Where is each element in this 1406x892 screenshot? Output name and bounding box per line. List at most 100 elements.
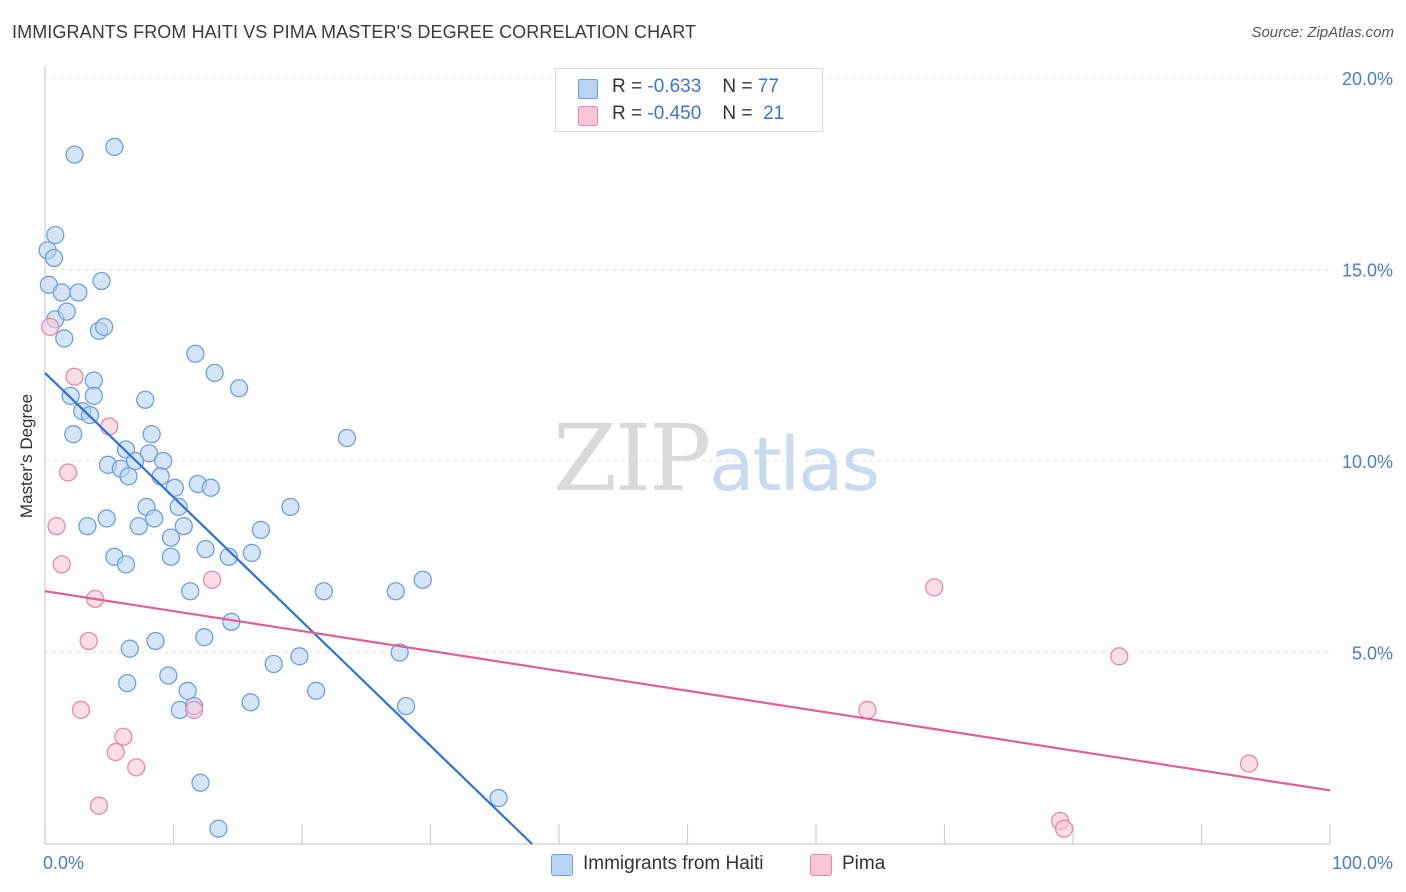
watermark: ZIPatlas (553, 405, 880, 512)
data-point-haiti (151, 467, 170, 486)
data-point-haiti (191, 773, 210, 792)
data-point-haiti (78, 516, 97, 536)
data-point-pima (184, 700, 204, 720)
data-point-haiti (229, 379, 249, 398)
trend-line-haiti (44, 372, 533, 845)
data-point-haiti (201, 478, 220, 497)
legend-label-pima: Pima (842, 853, 886, 874)
data-point-haiti (46, 225, 65, 245)
r-label: R = (612, 76, 643, 97)
data-point-pima (1239, 754, 1259, 773)
legend-swatch-haiti (551, 854, 573, 876)
data-point-haiti (251, 520, 271, 540)
data-point-haiti (209, 819, 228, 838)
data-point-haiti (169, 497, 188, 517)
gridlines (45, 77, 1330, 653)
series-pima (40, 317, 1259, 838)
data-point-haiti (116, 555, 136, 574)
legend-swatch-pima (578, 106, 598, 126)
data-point-haiti (84, 386, 103, 406)
data-point-pima (40, 317, 60, 337)
data-point-haiti (386, 582, 405, 601)
r-label: R = (612, 103, 643, 124)
data-point-haiti (186, 344, 205, 363)
y-tick-label: 20.0% (1342, 69, 1393, 89)
data-point-haiti (489, 788, 508, 808)
data-point-haiti (69, 283, 88, 302)
data-point-haiti (314, 582, 333, 601)
data-point-haiti (165, 478, 184, 497)
data-point-pima (79, 631, 98, 651)
data-point-haiti (290, 647, 309, 666)
data-point-pima (106, 742, 125, 762)
data-point-haiti (105, 137, 124, 157)
legend-swatch-haiti (578, 79, 598, 99)
data-point-haiti (390, 643, 409, 662)
data-point-pima (52, 555, 71, 574)
tick-labels: 5.0% 10.0% 15.0% 20.0% 0.0% 100.0% (43, 69, 1393, 873)
data-point-haiti (129, 516, 148, 536)
r-value: -0.450 (647, 103, 702, 124)
x-tick-label: 100.0% (1332, 853, 1393, 873)
data-point-haiti (241, 693, 260, 712)
legend-stats: R = -0.633 N = 77 R = -0.450 N = 21 (555, 68, 823, 132)
data-point-haiti (136, 390, 155, 409)
trend-lines (44, 372, 1331, 845)
n-label: N = (722, 103, 753, 124)
chart-title: IMMIGRANTS FROM HAITI VS PIMA MASTER'S D… (12, 22, 697, 42)
data-point-haiti (195, 628, 214, 647)
data-point-haiti (139, 444, 159, 463)
data-point-haiti (264, 654, 283, 674)
watermark-atlas: atlas (709, 422, 880, 508)
data-point-pima (114, 727, 133, 746)
data-point-haiti (92, 271, 111, 291)
data-point-haiti (196, 539, 215, 559)
data-point-haiti (44, 248, 64, 268)
data-point-haiti (281, 497, 300, 517)
legend-series: Immigrants from Haiti Pima (0, 850, 1406, 880)
trend-line-pima (44, 590, 1331, 792)
legend-swatch-pima (810, 854, 832, 876)
data-point-pima (1110, 647, 1129, 666)
data-point-pima (858, 700, 877, 720)
data-point-haiti (57, 302, 76, 321)
n-value: 77 (757, 76, 779, 97)
legend-label-haiti: Immigrants from Haiti (583, 853, 764, 874)
n-label: N = (722, 76, 753, 97)
data-point-haiti (118, 673, 137, 693)
data-point-haiti (178, 681, 197, 700)
data-point-pima (100, 417, 119, 436)
data-point-haiti (205, 363, 224, 383)
legend-stats-text: R = -0.450 N = 21 (612, 103, 784, 125)
data-point-haiti (337, 428, 357, 448)
data-point-haiti (146, 631, 165, 651)
data-point-pima (58, 463, 78, 482)
series-immigrants-from-haiti (38, 137, 508, 838)
data-point-pima (47, 516, 66, 536)
data-point-haiti (154, 451, 173, 471)
y-tick-label: 5.0% (1352, 644, 1393, 664)
data-point-haiti (64, 425, 83, 444)
data-point-haiti (120, 639, 139, 658)
data-point-pima (925, 578, 944, 597)
data-point-haiti (242, 543, 262, 563)
data-point-haiti (159, 666, 178, 685)
data-point-haiti (65, 145, 84, 164)
data-point-pima (65, 367, 84, 386)
legend-stats-text: R = -0.633 N = 77 (612, 76, 779, 98)
data-point-haiti (94, 317, 114, 337)
y-axis-label: Master's Degree (17, 394, 36, 518)
n-value: 21 (763, 103, 785, 124)
data-point-haiti (97, 509, 116, 528)
data-point-haiti (52, 283, 71, 302)
data-point-haiti (61, 386, 80, 406)
r-value: -0.633 (647, 76, 702, 97)
data-point-haiti (413, 570, 432, 589)
data-point-haiti (174, 516, 193, 536)
source-credit: Source: ZipAtlas.com (1251, 24, 1394, 41)
y-tick-label: 10.0% (1342, 452, 1393, 472)
data-point-haiti (396, 696, 416, 716)
data-point-haiti (84, 371, 103, 390)
data-point-haiti (161, 528, 181, 547)
data-point-haiti (306, 681, 326, 700)
